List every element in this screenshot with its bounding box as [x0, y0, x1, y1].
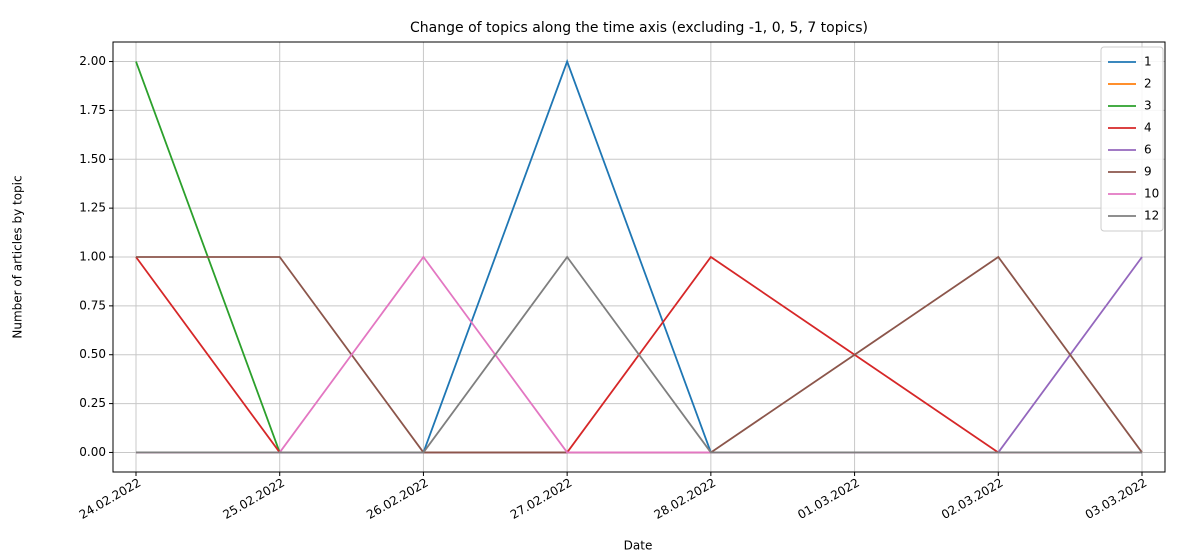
y-tick-label: 0.75	[79, 298, 106, 312]
legend-label: 3	[1144, 99, 1152, 113]
chart-title: Change of topics along the time axis (ex…	[410, 20, 868, 36]
y-tick-label: 0.25	[79, 396, 106, 410]
y-axis-label: Number of articles by topic	[11, 175, 25, 338]
x-tick-label: 28.02.2022	[652, 476, 719, 522]
x-tick-label: 26.02.2022	[364, 476, 431, 522]
legend-frame	[1100, 46, 1164, 232]
y-tick-label: 2.00	[79, 54, 106, 68]
x-tick-label: 01.03.2022	[795, 476, 862, 522]
y-tick-label: 1.50	[79, 152, 106, 166]
y-tick-label: 0.00	[79, 445, 106, 459]
plot-frame	[112, 41, 1166, 473]
y-tick-label: 1.75	[79, 103, 106, 117]
y-tick-label: 1.25	[79, 201, 106, 215]
legend-label: 1	[1144, 55, 1152, 69]
legend-label: 2	[1144, 77, 1152, 91]
y-tick-label: 1.00	[79, 250, 106, 264]
x-tick-label: 03.03.2022	[1083, 476, 1150, 522]
legend-label: 12	[1144, 209, 1159, 223]
legend-label: 9	[1144, 165, 1152, 179]
legend-label: 6	[1144, 143, 1152, 157]
x-axis-label: Date	[624, 539, 653, 553]
x-tick-label: 27.02.2022	[508, 476, 575, 522]
legend-label: 10	[1144, 187, 1159, 201]
line-series	[136, 255, 1142, 454]
y-tick-label: 0.50	[79, 347, 106, 361]
x-tick-label: 25.02.2022	[220, 476, 287, 522]
legend-label: 4	[1144, 121, 1152, 135]
x-tick-label: 24.02.2022	[77, 476, 144, 522]
x-tick-label: 02.03.2022	[939, 476, 1006, 522]
